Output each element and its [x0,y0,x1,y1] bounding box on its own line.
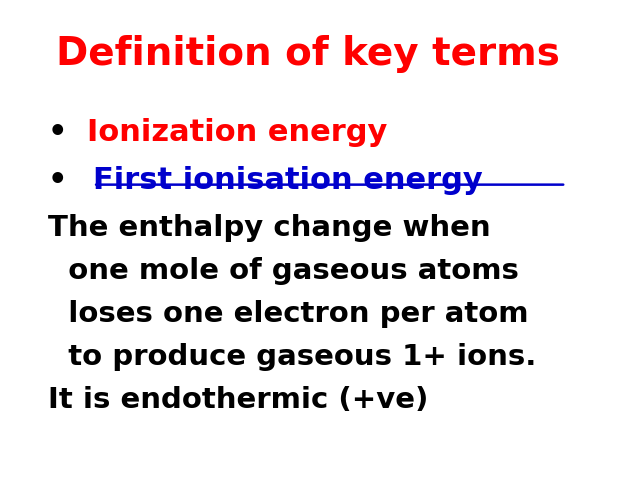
Text: one mole of gaseous atoms: one mole of gaseous atoms [48,257,518,285]
Text: Definition of key terms: Definition of key terms [56,35,561,73]
Text: •: • [48,166,67,195]
Text: to produce gaseous 1+ ions.: to produce gaseous 1+ ions. [48,343,536,371]
Text: The enthalpy change when: The enthalpy change when [48,214,490,242]
Text: First ionisation energy: First ionisation energy [93,166,483,195]
Text: •: • [48,118,67,147]
Text: It is endothermic (+ve): It is endothermic (+ve) [48,385,428,414]
Text: loses one electron per atom: loses one electron per atom [48,300,528,328]
Text: Ionization energy: Ionization energy [87,118,388,147]
